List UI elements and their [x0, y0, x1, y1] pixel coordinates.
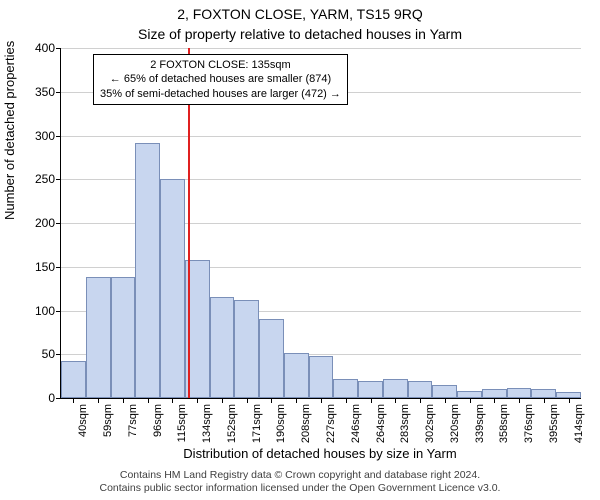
x-tick	[123, 398, 124, 403]
x-tick-label: 40sqm	[77, 404, 89, 437]
histogram-bar	[234, 300, 259, 398]
gridline	[61, 48, 581, 49]
histogram-bar	[86, 277, 111, 398]
y-tick-label: 400	[35, 41, 55, 55]
histogram-bar	[284, 353, 309, 399]
x-tick-label: 134sqm	[201, 404, 213, 443]
footer-line1: Contains HM Land Registry data © Crown c…	[0, 469, 600, 483]
histogram-bar	[432, 385, 457, 398]
y-tick	[56, 354, 61, 355]
title-sub: Size of property relative to detached ho…	[0, 26, 600, 42]
y-tick-label: 50	[42, 347, 55, 361]
x-tick	[544, 398, 545, 403]
footer-attribution: Contains HM Land Registry data © Crown c…	[0, 469, 600, 496]
y-tick	[56, 136, 61, 137]
x-tick	[494, 398, 495, 403]
y-tick-label: 0	[48, 391, 55, 405]
x-tick-label: 115sqm	[176, 404, 188, 442]
x-tick-label: 208sqm	[300, 404, 312, 443]
x-tick	[371, 398, 372, 403]
y-tick	[56, 48, 61, 49]
annotation-line: ← 65% of detached houses are smaller (87…	[100, 72, 341, 86]
histogram-bar	[309, 356, 334, 398]
histogram-bar	[358, 381, 383, 399]
x-tick	[222, 398, 223, 403]
x-tick	[395, 398, 396, 403]
footer-line2: Contains public sector information licen…	[0, 482, 600, 496]
y-tick	[56, 179, 61, 180]
annotation-line: 35% of semi-detached houses are larger (…	[100, 87, 341, 101]
y-tick-label: 250	[35, 172, 55, 186]
y-tick-label: 150	[35, 260, 55, 274]
x-tick-label: 227sqm	[325, 404, 337, 443]
histogram-bar	[333, 379, 358, 398]
x-tick-label: 302sqm	[424, 404, 436, 443]
histogram-bar	[111, 277, 136, 398]
y-tick	[56, 398, 61, 399]
y-tick	[56, 92, 61, 93]
chart-area: 05010015020025030035040040sqm59sqm77sqm9…	[60, 48, 581, 399]
histogram-bar	[160, 179, 185, 398]
y-tick-label: 200	[35, 216, 55, 230]
x-tick-label: 152sqm	[226, 404, 238, 443]
x-tick-label: 283sqm	[399, 404, 411, 443]
x-tick	[519, 398, 520, 403]
x-tick-label: 395sqm	[548, 404, 560, 443]
histogram-bar	[507, 388, 532, 399]
y-tick	[56, 223, 61, 224]
title-main: 2, FOXTON CLOSE, YARM, TS15 9RQ	[0, 6, 600, 22]
x-tick-label: 96sqm	[152, 404, 164, 437]
x-tick	[172, 398, 173, 403]
x-tick-label: 246sqm	[350, 404, 362, 443]
x-tick	[569, 398, 570, 403]
histogram-bar	[408, 381, 433, 399]
x-tick-label: 190sqm	[275, 404, 287, 443]
x-tick	[420, 398, 421, 403]
histogram-bar	[259, 319, 284, 398]
x-tick	[98, 398, 99, 403]
x-tick-label: 59sqm	[102, 404, 114, 437]
y-tick	[56, 311, 61, 312]
x-tick	[73, 398, 74, 403]
x-tick	[247, 398, 248, 403]
x-tick-label: 414sqm	[573, 404, 585, 443]
x-tick-label: 376sqm	[523, 404, 535, 443]
gridline	[61, 136, 581, 137]
x-tick	[271, 398, 272, 403]
histogram-bar	[135, 143, 160, 399]
histogram-bar	[482, 389, 507, 398]
y-tick-label: 300	[35, 129, 55, 143]
annotation-line: 2 FOXTON CLOSE: 135sqm	[100, 58, 341, 72]
histogram-bar	[383, 379, 408, 398]
y-tick-label: 350	[35, 85, 55, 99]
x-tick-label: 171sqm	[251, 404, 263, 443]
y-tick	[56, 267, 61, 268]
x-tick	[148, 398, 149, 403]
x-tick-label: 339sqm	[474, 404, 486, 443]
annotation-box: 2 FOXTON CLOSE: 135sqm← 65% of detached …	[93, 54, 348, 105]
x-tick	[470, 398, 471, 403]
histogram-bar	[457, 391, 482, 398]
y-tick-label: 100	[35, 304, 55, 318]
x-tick-label: 358sqm	[498, 404, 510, 443]
x-tick-label: 77sqm	[127, 404, 139, 437]
histogram-bar	[61, 361, 86, 398]
x-tick	[445, 398, 446, 403]
x-tick	[296, 398, 297, 403]
x-tick-label: 264sqm	[375, 404, 387, 443]
y-axis-label: Number of detached properties	[2, 41, 17, 220]
x-tick-label: 320sqm	[449, 404, 461, 443]
histogram-bar	[531, 389, 556, 398]
x-axis-label: Distribution of detached houses by size …	[60, 446, 580, 461]
histogram-bar	[210, 297, 235, 399]
x-tick	[197, 398, 198, 403]
x-tick	[321, 398, 322, 403]
x-tick	[346, 398, 347, 403]
